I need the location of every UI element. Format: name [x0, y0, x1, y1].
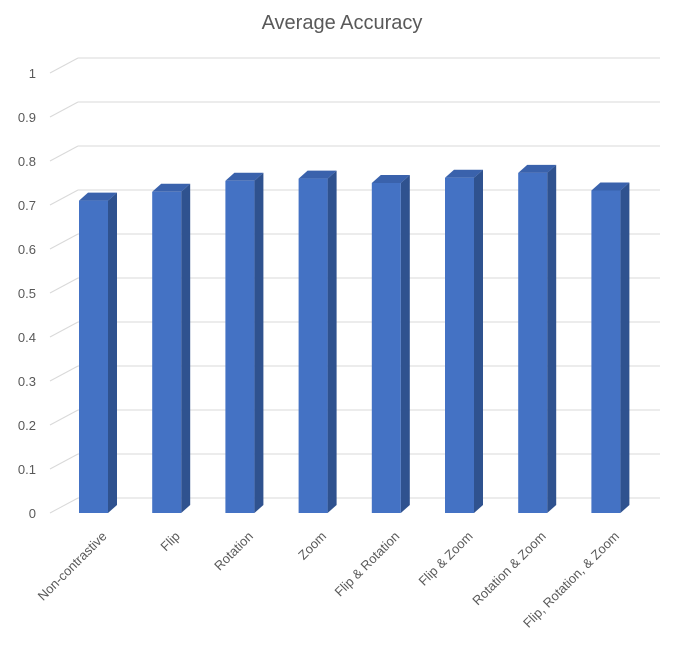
bar-front [518, 172, 548, 513]
bar [298, 170, 337, 513]
y-tick-label: 0.8 [18, 154, 36, 169]
bar-side [108, 192, 117, 513]
bar-front [445, 177, 474, 513]
bar-side [474, 169, 483, 513]
bar [79, 192, 117, 513]
gridline-slant [49, 365, 79, 382]
bar-front [371, 183, 401, 513]
bar [371, 175, 410, 513]
bar-side [547, 164, 557, 513]
gridline-slant [49, 277, 79, 294]
bar-front [79, 200, 108, 513]
gridline-slant [49, 409, 79, 426]
y-tick-label: 0.7 [18, 198, 36, 213]
gridline-slant [49, 453, 79, 470]
bar-side [400, 175, 410, 513]
bar [225, 172, 264, 514]
bar-top [445, 169, 483, 178]
bar-front [591, 190, 621, 514]
bar [518, 164, 557, 513]
gridlines [49, 57, 660, 514]
x-category-label: Zoom [295, 529, 329, 563]
bar-front [298, 178, 328, 513]
bar-side [327, 170, 337, 513]
y-tick-label: 0.1 [18, 462, 36, 477]
bar-top [152, 183, 191, 192]
gridline-slant [49, 57, 79, 74]
chart-title: Average Accuracy [262, 12, 423, 34]
x-category-label: Non-contrastive [35, 529, 110, 604]
bar-top [298, 170, 337, 179]
bar-top [518, 164, 557, 173]
bars [79, 164, 630, 514]
gridline-slant [49, 321, 79, 338]
gridline-slant [49, 101, 79, 118]
bar [445, 169, 483, 513]
gridline-slant [49, 145, 79, 162]
gridline-slant [49, 233, 79, 250]
bar [152, 183, 191, 514]
y-tick-label: 0 [29, 506, 36, 521]
y-tick-label: 0.3 [18, 374, 36, 389]
gridline-slant [49, 497, 79, 514]
bar-side [620, 182, 630, 514]
bar-side [181, 183, 191, 514]
x-category-label: Rotation [211, 529, 256, 574]
bar-front [152, 191, 182, 514]
bar-top [371, 175, 410, 183]
y-tick-label: 0.6 [18, 242, 36, 257]
y-tick-label: 0.4 [18, 330, 36, 345]
bar-side [254, 172, 264, 514]
x-axis-labels: Non-contrastive Flip Rotation Zoom Flip & Ro… [35, 529, 622, 631]
y-tick-label: 0.9 [18, 110, 36, 125]
y-tick-label: 0.5 [18, 286, 36, 301]
bar-top [591, 182, 630, 191]
x-category-label: Rotation & Zoom [469, 529, 549, 609]
x-category-label: Flip [157, 529, 182, 554]
bar-top [79, 192, 117, 201]
gridline-slant [49, 189, 79, 206]
x-category-label: Flip & Zoom [415, 529, 475, 589]
bar-front [225, 180, 255, 514]
x-category-label: Flip & Rotation [332, 529, 403, 600]
y-tick-label: 1 [29, 66, 36, 81]
bar [591, 182, 630, 514]
bar-top [225, 172, 264, 181]
y-tick-label: 0.2 [18, 418, 36, 433]
y-axis-ticks: 0 0.1 0.2 0.3 0.4 0.5 0.6 0.7 0.8 0.9 1 [18, 66, 36, 521]
